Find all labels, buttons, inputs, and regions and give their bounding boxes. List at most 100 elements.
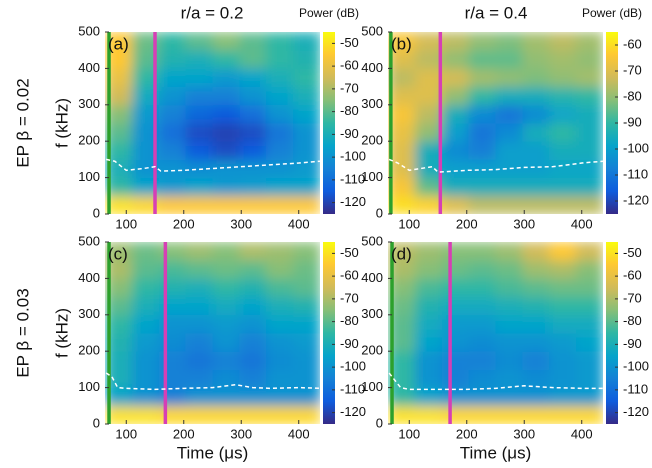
heatmap-cell <box>185 32 213 51</box>
colorbar-tick-label: -70 <box>340 290 359 305</box>
heatmap-cell <box>548 50 577 69</box>
heatmap-cell <box>239 351 267 370</box>
y-tick-label: 100 <box>78 379 100 394</box>
heatmap-cell <box>388 123 416 142</box>
y-tick-label: 100 <box>78 169 100 184</box>
heatmap-cell <box>442 278 469 298</box>
heatmap-cell <box>468 351 496 370</box>
heatmap-cell <box>575 260 603 279</box>
threshold-line <box>388 372 603 391</box>
heatmap-cell <box>292 314 320 334</box>
heatmap-cell <box>468 387 496 407</box>
heatmap-cell <box>105 260 133 279</box>
heatmap-cell <box>132 278 160 298</box>
heatmap-cell <box>468 123 496 142</box>
heatmap-cell <box>415 104 443 124</box>
heatmap-cell <box>185 195 213 214</box>
heatmap-cell <box>548 123 577 142</box>
heatmap-cell <box>575 50 603 69</box>
heatmap-cell <box>132 123 160 142</box>
heatmap-cell <box>522 296 550 316</box>
heatmap-cell <box>548 333 577 352</box>
heatmap-cell <box>265 68 294 88</box>
heatmap-cell <box>185 296 213 316</box>
heatmap-cell <box>522 177 550 197</box>
heatmap-cell <box>212 50 241 69</box>
heatmap-cell <box>495 177 524 197</box>
colorbar-tick-label: -90 <box>340 336 359 351</box>
heatmap-cell <box>265 50 294 69</box>
heatmap-cell <box>105 50 133 69</box>
heatmap-cell <box>442 405 469 424</box>
heatmap-cell <box>522 351 550 370</box>
heatmap-cell <box>265 260 294 279</box>
threshold-line <box>105 158 320 172</box>
heatmap-cell <box>105 141 133 160</box>
y-tick-label: 300 <box>78 96 100 111</box>
heatmap-cell <box>292 387 320 407</box>
x-tick-label: 100 <box>115 426 137 441</box>
y-tick-label: 400 <box>78 60 100 75</box>
heatmap-cell <box>415 405 443 424</box>
heatmap-cell <box>105 351 133 370</box>
heatmap-cell <box>522 123 550 142</box>
colorbar-label: Power (dB) <box>582 6 642 20</box>
heatmap-cell <box>132 314 160 334</box>
heatmap-cell <box>442 195 469 214</box>
heatmap-cell <box>212 369 241 389</box>
plot-area <box>388 242 603 424</box>
heatmap-cell <box>468 104 496 124</box>
heatmap-cell <box>415 296 443 316</box>
heatmap-cell <box>159 195 186 214</box>
heatmap-cell <box>388 405 416 424</box>
heatmap-cell <box>265 369 294 389</box>
heatmap-cell <box>132 68 160 88</box>
y-tick-label: 500 <box>361 233 383 248</box>
x-tick-label: 400 <box>288 216 310 231</box>
x-tick-label: 200 <box>173 216 195 231</box>
heatmap-cell <box>185 68 213 88</box>
colorbar-tick-label: -80 <box>340 103 359 118</box>
heatmap-cell <box>212 314 241 334</box>
heatmap-cell <box>522 369 550 389</box>
colorbar-tick-label: -100 <box>340 359 366 374</box>
heatmap-cell <box>442 141 469 160</box>
heatmap-cell <box>495 123 524 142</box>
y-tick-label: 200 <box>78 343 100 358</box>
y-tick-label: 0 <box>93 205 100 220</box>
heatmap-cell <box>575 195 603 214</box>
heatmap-cell <box>292 141 320 160</box>
heatmap-cell <box>388 278 416 298</box>
heatmap-cell <box>105 159 133 179</box>
heatmap-cell <box>442 296 469 316</box>
heatmap-cell <box>495 50 524 69</box>
y-axis-label: f (kHz) <box>52 98 71 148</box>
heatmap-cell <box>212 195 241 214</box>
heatmap-cell <box>575 369 603 389</box>
y-tick-label: 100 <box>361 169 383 184</box>
heatmap-cell <box>575 242 603 261</box>
heatmap-cell <box>212 278 241 298</box>
heatmap-cell <box>212 333 241 352</box>
heatmap-cell <box>495 387 524 407</box>
heatmap-cell <box>468 50 496 69</box>
colorbar-tick-label: -60 <box>340 268 359 283</box>
heatmap-cell <box>388 50 416 69</box>
heatmap-cell <box>239 405 267 424</box>
heatmap-cell <box>185 141 213 160</box>
heatmap-cell <box>212 242 241 261</box>
heatmap-cell <box>575 278 603 298</box>
heatmap-cell <box>159 369 186 389</box>
heatmap-cell <box>265 296 294 316</box>
heatmap-cell <box>575 333 603 352</box>
heatmap-cell <box>388 242 416 261</box>
heatmap-cell <box>495 32 524 51</box>
heatmap-cell <box>105 195 133 214</box>
heatmap-cell <box>265 387 294 407</box>
heatmap-cell <box>548 351 577 370</box>
heatmap-cell <box>468 141 496 160</box>
heatmap-cell <box>388 177 416 197</box>
heatmap-cell <box>105 405 133 424</box>
heatmap-cell <box>239 278 267 298</box>
heatmap-cell <box>132 405 160 424</box>
